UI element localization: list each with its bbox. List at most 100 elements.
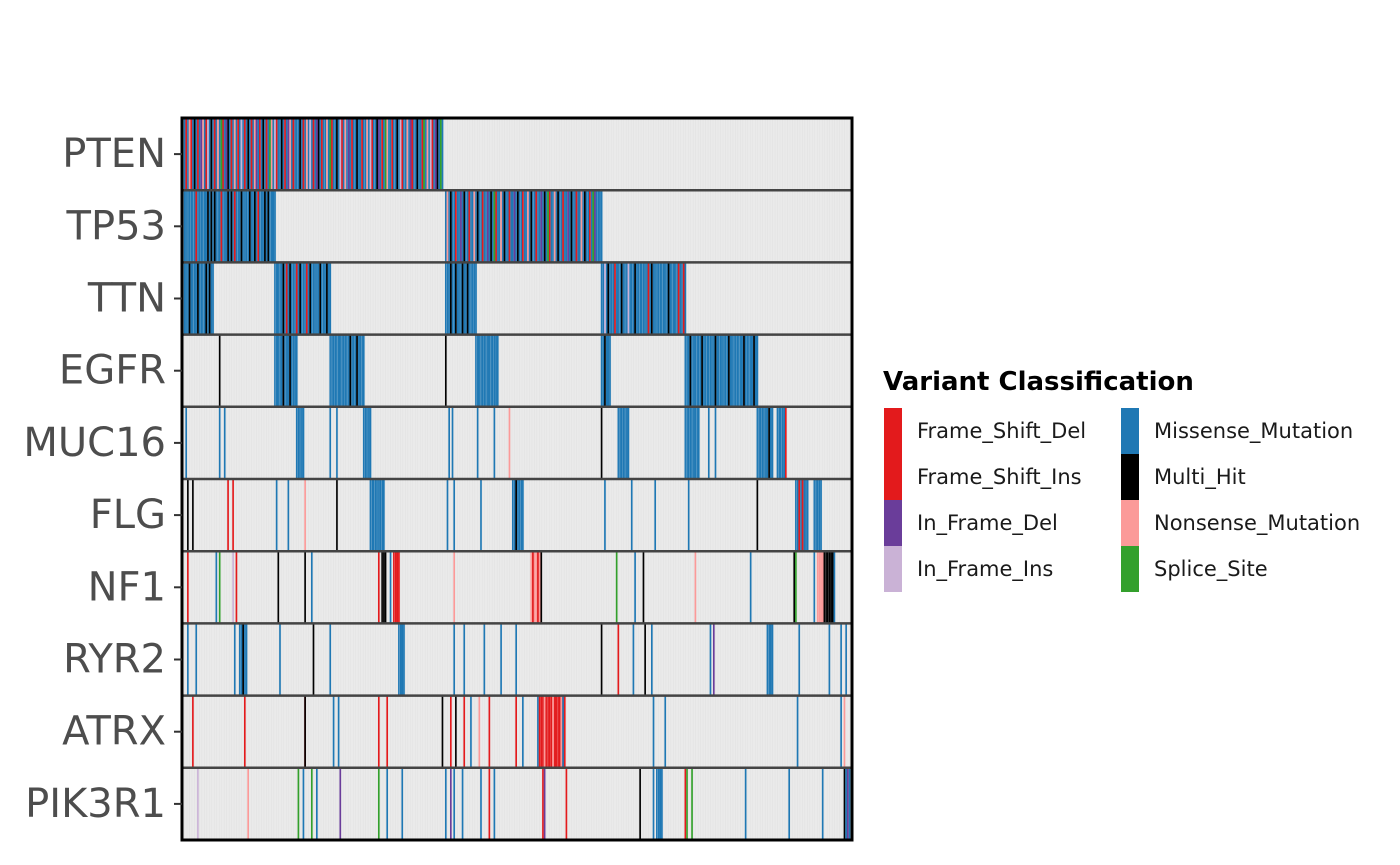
mutation-tile-ttn-missense-mutation (312, 262, 315, 335)
mutation-tile-tp53-frame-shift-del (233, 190, 236, 263)
mutation-tile-nf1-missense-mutation (310, 551, 313, 624)
mutation-tile-tp53-missense-mutation (537, 190, 539, 263)
mutation-tile-tp53-frame-shift-del (575, 190, 578, 263)
mutation-tile-nf1-multi-hit (383, 551, 385, 624)
mutation-tile-egfr-missense-mutation (483, 334, 486, 407)
mutation-tile-ttn-missense-mutation (610, 262, 613, 335)
mutation-tile-egfr-missense-mutation (285, 334, 288, 407)
mutation-tile-tp53-missense-mutation (465, 190, 467, 263)
plot-frame (180, 116, 854, 842)
mutation-tile-nf1-frame-shift-del (537, 551, 539, 624)
mutation-tile-nf1-multi-hit (828, 551, 831, 624)
mutation-tile-tp53-missense-mutation (491, 190, 494, 263)
mutation-tile-nf1-nonsense-mutation (535, 551, 538, 624)
mutation-tile-tp53-nonsense-mutation (553, 190, 556, 263)
mutation-tile-muc16-missense-mutation (493, 406, 496, 479)
mutation-tile-flg-missense-mutation (369, 479, 372, 552)
mutation-tile-pten-frame-shift-del (331, 118, 333, 191)
mutation-tile-ttn-missense-mutation (187, 262, 189, 335)
mutation-tile-flg-missense-mutation (816, 479, 819, 552)
mutation-tile-tp53-multi-hit (240, 190, 243, 263)
mutation-tile-pik3r1-multi-hit (843, 767, 846, 840)
mutation-tile-flg-missense-mutation (805, 479, 807, 552)
mutation-tile-ttn-missense-mutation (671, 262, 673, 335)
mutation-tile-muc16-missense-mutation (627, 406, 630, 479)
mutation-tile-tp53-missense-mutation (577, 190, 580, 263)
mutation-tile-pten-missense-mutation (327, 118, 330, 191)
mutation-tile-atrx-missense-mutation (337, 695, 340, 768)
mutation-tile-flg-missense-mutation (446, 479, 449, 552)
mutation-tile-egfr-missense-mutation (684, 334, 687, 407)
mutation-tile-pten-missense-mutation (208, 118, 211, 191)
mutation-tile-egfr-missense-mutation (361, 334, 363, 407)
mutation-tile-pten-missense-mutation (408, 118, 410, 191)
mutation-tile-pik3r1-missense-mutation (302, 767, 305, 840)
mutation-tile-ttn-frame-shift-del (682, 262, 685, 335)
mutation-tile-ttn-in-frame-ins (627, 262, 630, 335)
mutation-tile-nf1-nonsense-mutation (821, 551, 824, 624)
mutation-tile-atrx-frame-shift-del (545, 695, 548, 768)
mutation-tile-egfr-missense-mutation (475, 334, 477, 407)
mutation-tile-ryr2-missense-mutation (403, 623, 405, 696)
mutation-tile-pik3r1-splice-site (297, 767, 300, 840)
mutation-tile-nf1-multi-hit (831, 551, 834, 624)
mutation-tile-pten-frame-shift-del (190, 118, 193, 191)
mutation-tile-pten-frame-shift-del (341, 118, 343, 191)
mutation-tile-pik3r1-frame-shift-del (542, 767, 544, 840)
mutation-tile-nf1-nonsense-mutation (694, 551, 697, 624)
mutation-tile-nf1-missense-mutation (749, 551, 752, 624)
mutation-tile-ttn-missense-mutation (475, 262, 477, 335)
mutation-tile-nf1-nonsense-mutation (538, 551, 541, 624)
mutation-tile-tp53-missense-mutation (498, 190, 501, 263)
mutation-tile-ryr2-missense-mutation (632, 623, 635, 696)
mutation-tile-pten-missense-mutation (282, 118, 285, 191)
mutation-tile-atrx-nonsense-mutation (478, 695, 481, 768)
mutation-tile-egfr-missense-mutation (694, 334, 697, 407)
mutation-tile-tp53-frame-shift-del (220, 190, 223, 263)
mutation-tile-tp53-frame-shift-del (495, 190, 497, 263)
mutation-tile-pten-missense-mutation (324, 118, 327, 191)
mutation-tile-pten-nonsense-mutation (270, 118, 273, 191)
mutation-tile-pten-missense-mutation (441, 118, 444, 191)
mutation-tile-flg-missense-mutation (453, 479, 456, 552)
mutation-tile-tp53-missense-mutation (542, 190, 544, 263)
mutation-tile-ttn-missense-mutation (185, 262, 188, 335)
mutation-tile-pten-missense-mutation (249, 118, 251, 191)
mutation-tile-pik3r1-missense-mutation (659, 767, 662, 840)
mutation-tile-flg-frame-shift-del (232, 479, 234, 552)
mutation-tile-pten-in-frame-del (255, 118, 258, 191)
mutation-tile-tp53-missense-mutation (510, 190, 513, 263)
mutation-tile-tp53-missense-mutation (471, 190, 474, 263)
mutation-tile-tp53-missense-mutation (217, 190, 219, 263)
mutation-tile-muc16-multi-hit (768, 406, 770, 479)
mutation-tile-pten-nonsense-mutation (305, 118, 308, 191)
mutation-tile-tp53-missense-mutation (247, 190, 250, 263)
mutation-tile-atrx-missense-mutation (796, 695, 799, 768)
mutation-tile-egfr-missense-mutation (699, 334, 702, 407)
mutation-tile-ttn-missense-mutation (635, 262, 638, 335)
mutation-tile-tp53-missense-mutation (578, 190, 581, 263)
gene-label-muc16: MUC16 (23, 420, 166, 466)
mutation-tile-tp53-frame-shift-del (481, 190, 484, 263)
mutation-tile-tp53-missense-mutation (242, 190, 245, 263)
mutation-tile-tp53-missense-mutation (515, 190, 518, 263)
mutation-tile-muc16-missense-mutation (299, 406, 301, 479)
mutation-tile-atrx-missense-mutation (332, 695, 335, 768)
mutation-tile-flg-missense-mutation (795, 479, 797, 552)
mutation-tile-tp53-splice-site (592, 190, 595, 263)
mutation-tile-ttn-missense-mutation (294, 262, 296, 335)
mutation-tile-egfr-missense-mutation (287, 334, 290, 407)
mutation-tile-ttn-missense-mutation (456, 262, 459, 335)
mutation-tile-pten-missense-mutation (235, 118, 238, 191)
mutation-tile-ryr2-missense-mutation (399, 623, 402, 696)
mutation-tile-pten-missense-mutation (285, 118, 288, 191)
mutation-tile-ryr2-missense-mutation (766, 623, 769, 696)
mutation-tile-pten-frame-shift-del (321, 118, 323, 191)
mutation-tile-egfr-missense-mutation (292, 334, 295, 407)
mutation-tile-pten-multi-hit (299, 118, 301, 191)
mutation-tile-ttn-missense-mutation (193, 262, 196, 335)
mutation-tile-tp53-missense-mutation (255, 190, 258, 263)
mutation-tile-egfr-missense-mutation (284, 334, 286, 407)
mutation-tile-tp53-missense-mutation (265, 190, 268, 263)
mutation-tile-egfr-missense-mutation (362, 334, 365, 407)
